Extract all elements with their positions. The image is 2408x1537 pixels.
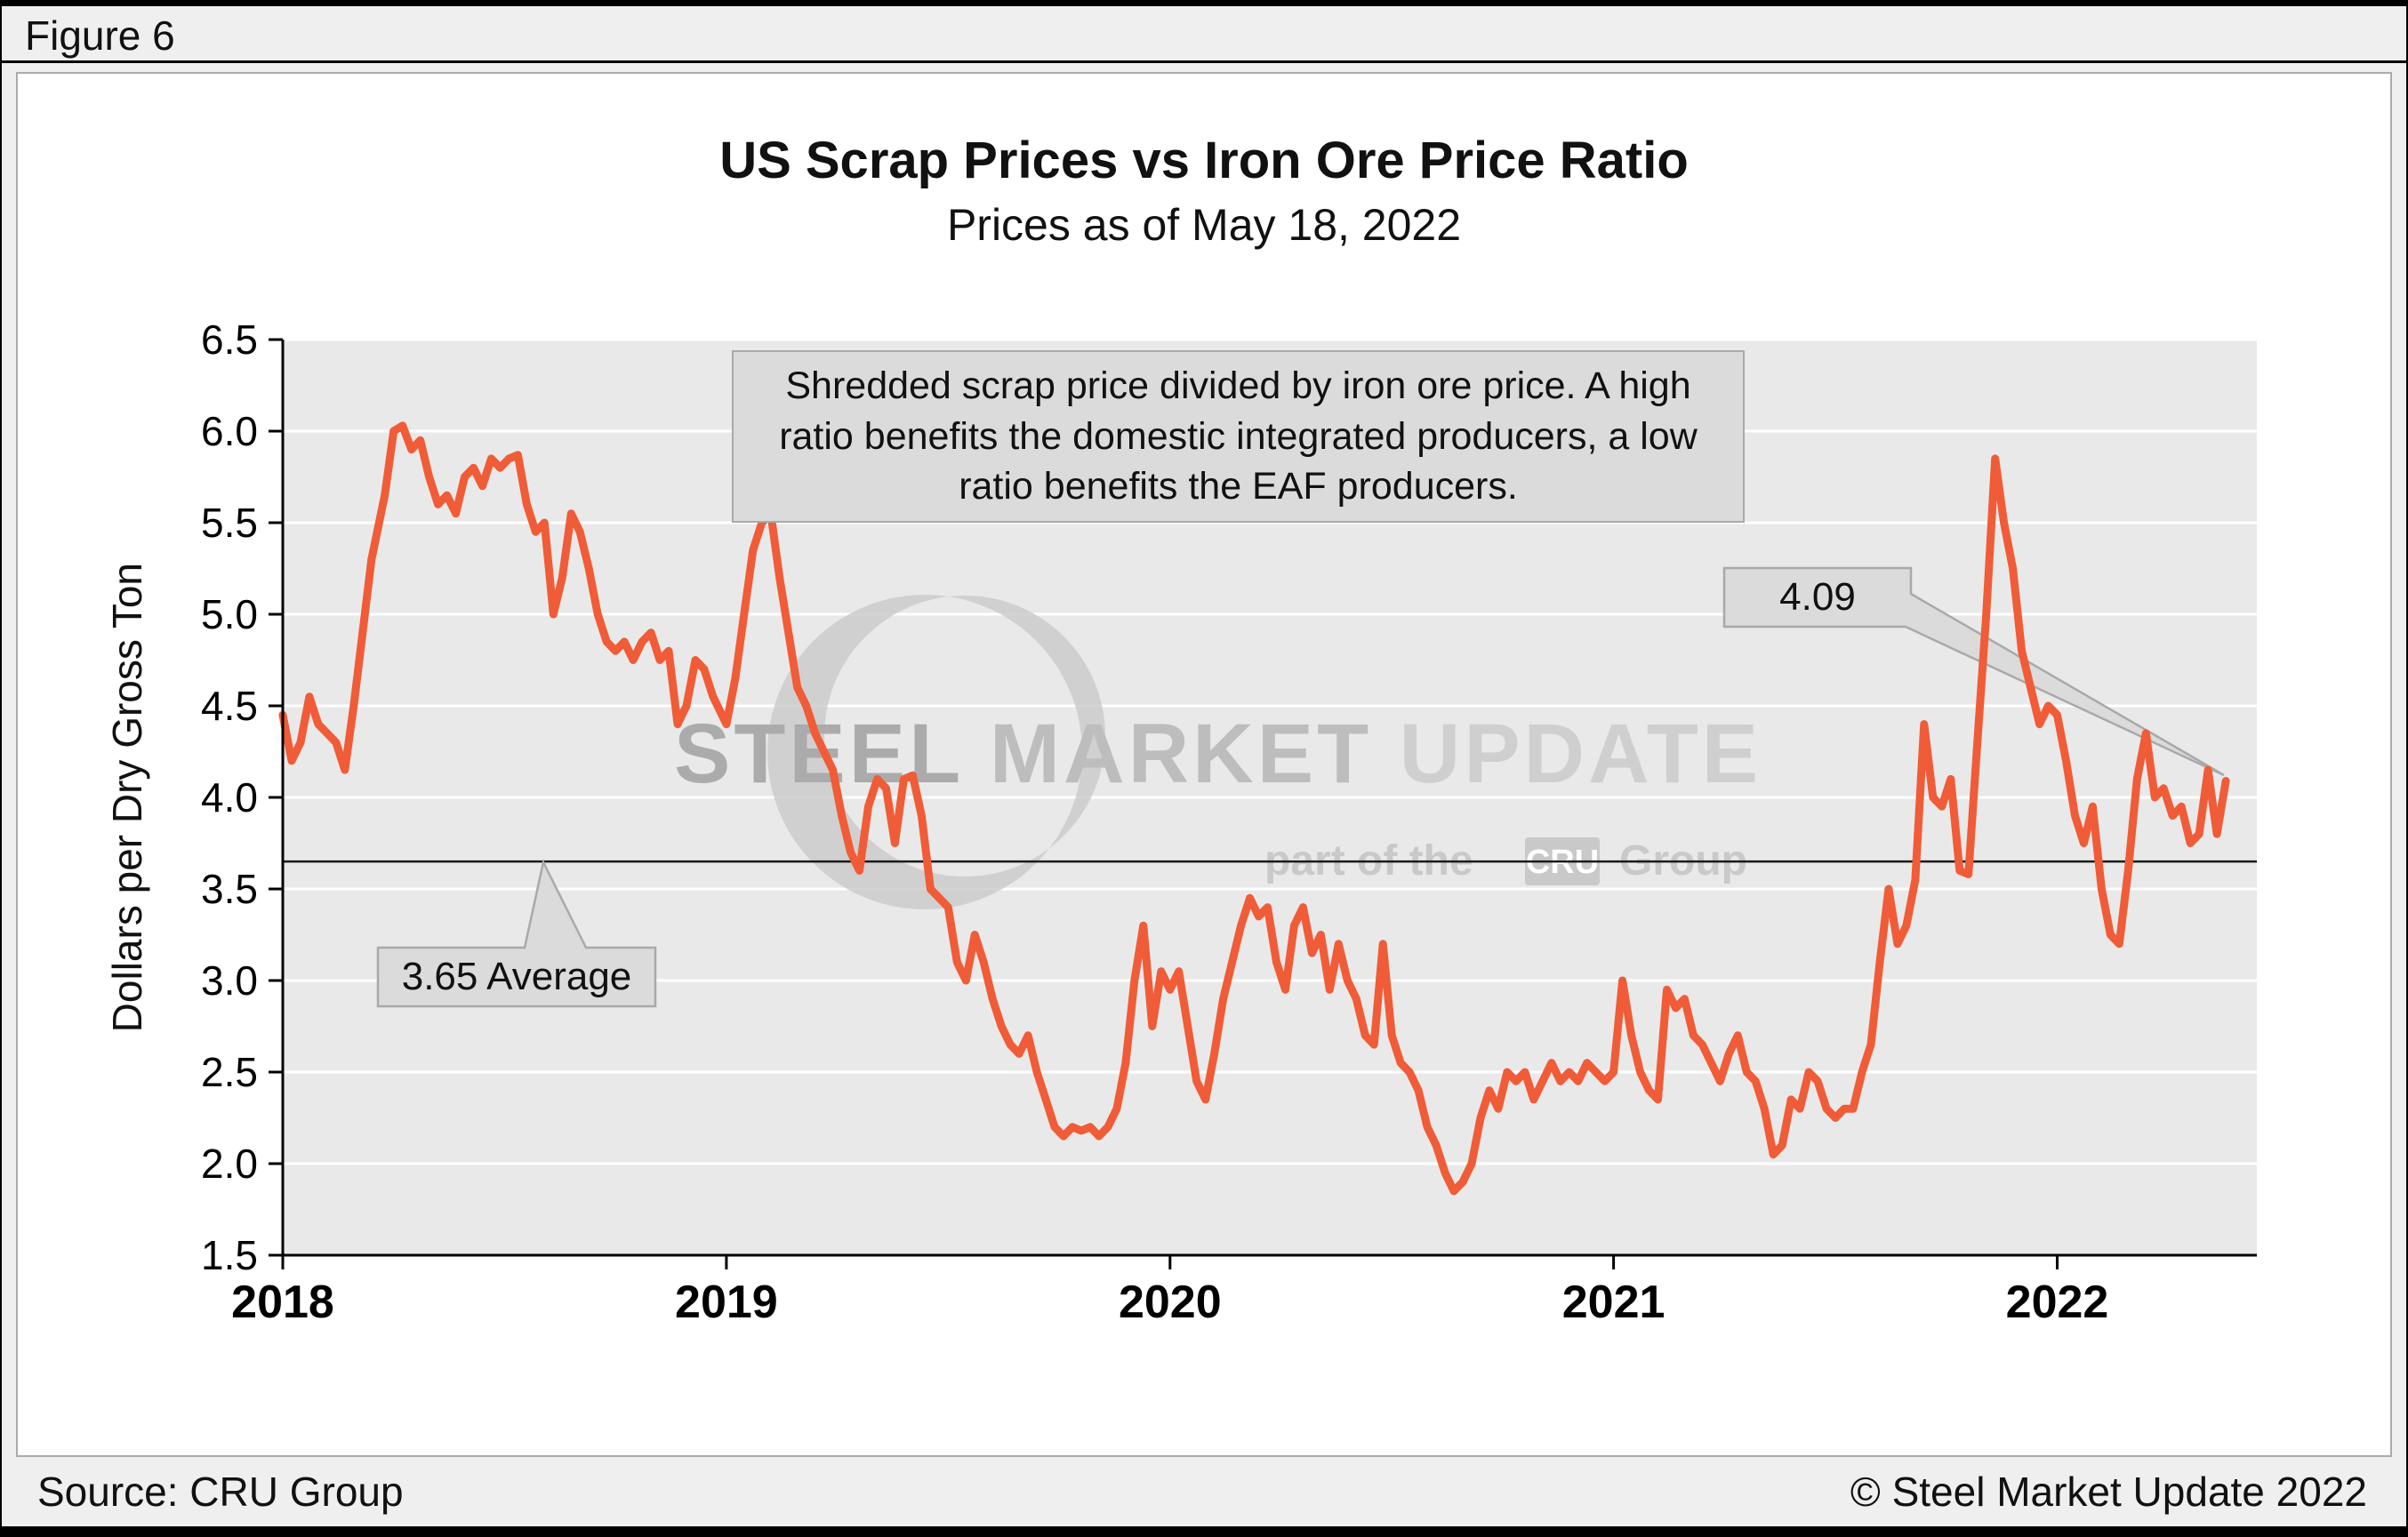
chart-subtitle: Prices as of May 18, 2022: [946, 200, 1462, 250]
x-tick-label: 2018: [231, 1277, 334, 1328]
y-tick-label: 6.5: [201, 316, 258, 363]
y-tick-label: 3.0: [201, 957, 258, 1004]
last-value-callout-shape: [1722, 566, 2225, 777]
plot-wrapper: STEEL MARKET UPDATE part of the CRU Group 1.…: [167, 304, 2301, 1331]
ratio-line: [278, 421, 2230, 1196]
x-tick-label: 2022: [2006, 1277, 2109, 1328]
x-tick-label: 2019: [675, 1277, 778, 1328]
y-tick-label: 2.5: [201, 1049, 258, 1095]
last-value-callout-label: 4.09: [1779, 575, 1856, 619]
footer-source: Source: CRU Group: [37, 1469, 404, 1515]
chart-panel: US Scrap Prices vs Iron Ore Price Ratio …: [16, 72, 2392, 1457]
chart-note-box: Shredded scrap price divided by iron ore…: [732, 350, 1745, 523]
y-tick-label: 4.5: [201, 683, 258, 729]
x-tick-label: 2021: [1562, 1277, 1666, 1328]
y-tick-label: 5.0: [201, 591, 258, 637]
watermark-text: STEEL MARKET UPDATE: [674, 707, 1762, 801]
chart-region: Dollars per Dry Gross Ton STEEL MARKET U…: [18, 304, 2390, 1331]
y-tick-label: 1.5: [201, 1232, 258, 1278]
chart-title: US Scrap Prices vs Iron Ore Price Ratio: [719, 132, 1689, 189]
y-tick-label: 2.0: [201, 1141, 258, 1187]
footer-copyright: © Steel Market Update 2022: [1850, 1469, 2367, 1515]
y-tick-label: 6.0: [201, 408, 258, 454]
y-tick-label: 3.5: [201, 866, 258, 912]
y-tick-label: 5.5: [201, 500, 258, 546]
average-callout-shape: [376, 859, 657, 1008]
figure-label: Figure 6: [2, 6, 2406, 63]
footer: Source: CRU Group © Steel Market Update …: [2, 1457, 2406, 1526]
y-axis-title: Dollars per Dry Gross Ton: [104, 562, 150, 1033]
watermark-crescent-icon: [767, 595, 1105, 909]
y-axis-title-column: Dollars per Dry Gross Ton: [87, 304, 167, 1291]
y-tick-label: 4.0: [201, 774, 258, 821]
x-tick-label: 2020: [1119, 1277, 1222, 1328]
average-callout-label: 3.65 Average: [401, 955, 632, 998]
